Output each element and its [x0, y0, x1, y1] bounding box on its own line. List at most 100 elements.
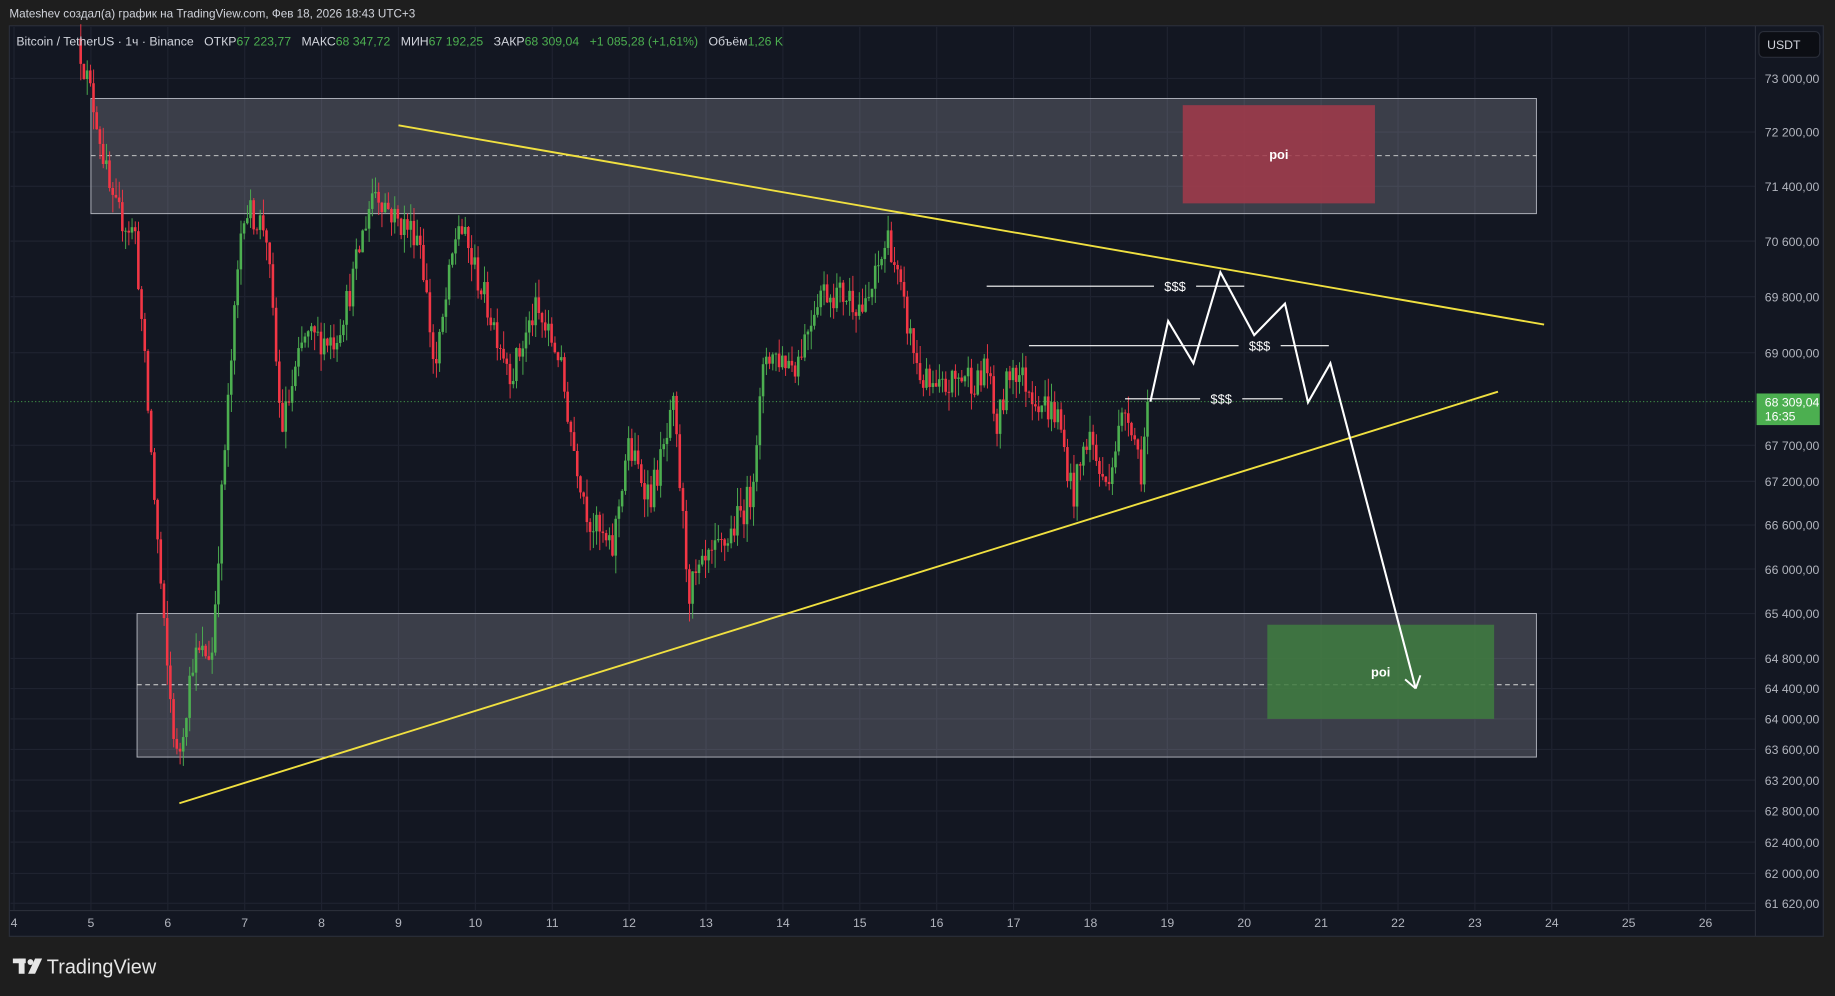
poi-box-sell: [1182, 105, 1375, 204]
drawings: $$$ $$$ $$$: [10, 124, 1756, 805]
candle-body: [838, 282, 842, 288]
candle-body: [229, 360, 233, 395]
candle-body: [662, 444, 666, 450]
candle-body: [178, 748, 182, 752]
price-tick-label: 62 000,00: [1765, 867, 1820, 881]
candle-body: [201, 645, 204, 651]
candle-body: [1130, 422, 1133, 436]
candle-body: [210, 652, 214, 660]
candle-body: [521, 348, 525, 357]
time-tick-label: 7: [241, 916, 248, 930]
candle-body: [835, 287, 839, 309]
candle-body: [777, 353, 781, 368]
candle-body: [700, 555, 704, 565]
candle-body: [149, 410, 153, 453]
candle-body: [236, 269, 239, 306]
candle-body: [486, 282, 489, 318]
candle-body: [505, 358, 509, 364]
candle-body: [604, 533, 608, 541]
candle-body: [406, 219, 409, 230]
candle-body: [508, 363, 512, 385]
candle-body: [1143, 436, 1146, 485]
time-tick-label: 11: [546, 916, 559, 930]
time-axis[interactable]: 4 5 6 7 8 9 10 11 12 13 14 15 16 17 18 19 20 21 22 23 24 25 26: [11, 916, 1713, 930]
candle-body: [1117, 425, 1120, 452]
candle-body: [986, 358, 989, 374]
price-tick-label: 64 400,00: [1765, 682, 1820, 696]
candle-body: [111, 187, 115, 195]
candle-body: [153, 452, 156, 500]
candle-body: [861, 304, 864, 312]
candle-body: [845, 300, 848, 302]
price-tick-label: 64 000,00: [1765, 713, 1820, 727]
candle-body: [451, 253, 454, 265]
candle-body: [819, 290, 823, 308]
price-tick-label: 66 600,00: [1765, 519, 1820, 533]
candle-body: [249, 200, 252, 219]
candle-body: [688, 569, 691, 604]
candle-body: [425, 280, 428, 293]
candle-body: [457, 226, 461, 240]
candle-body: [912, 328, 915, 354]
candle-body: [470, 248, 473, 265]
candle-body: [1075, 464, 1079, 507]
zones: poi poi: [90, 97, 1537, 758]
candle-body: [197, 647, 201, 651]
candle-body: [883, 247, 887, 260]
candle-body: [758, 396, 762, 446]
arrow-head: [1414, 675, 1422, 689]
candle-body: [902, 282, 906, 297]
candle-body: [1008, 371, 1012, 381]
candle-body: [771, 354, 774, 364]
candle-body: [393, 208, 396, 223]
price-tick-label: 66 000,00: [1765, 563, 1820, 577]
time-tick-label: 12: [622, 916, 636, 930]
candle-body: [386, 202, 390, 210]
candle-body: [553, 342, 557, 353]
candle-body: [704, 555, 707, 561]
candle-body: [284, 401, 288, 432]
candle-body: [1046, 396, 1050, 420]
candle-body: [627, 438, 630, 461]
time-tick-label: 14: [776, 916, 790, 930]
candle-body: [499, 348, 502, 349]
candle-body: [1078, 464, 1082, 466]
tradingview-logo[interactable]: TradingView: [12, 957, 157, 979]
candle-body: [89, 70, 92, 84]
candle-body: [1018, 375, 1021, 382]
symbol-name[interactable]: Bitcoin / TetherUS · 1ч · Binance: [16, 35, 193, 49]
candle-body: [813, 314, 816, 326]
time-tick-label: 22: [1391, 916, 1405, 930]
candle-body: [342, 324, 345, 336]
time-tick-label: 17: [1007, 916, 1021, 930]
candle-body: [108, 160, 111, 188]
candle-body: [1037, 406, 1040, 413]
candle-body: [1062, 429, 1066, 448]
candle-body: [527, 320, 531, 333]
candle-body: [169, 665, 172, 700]
candle-body: [732, 528, 736, 536]
trendline: [179, 390, 1499, 805]
candle-body: [982, 358, 986, 386]
candle-body: [636, 450, 640, 465]
candle-body: [797, 356, 800, 377]
currency-button[interactable]: USDT: [1758, 31, 1821, 58]
candle-body: [950, 370, 954, 393]
price-tick-label: 61 620,00: [1765, 897, 1820, 911]
candle-body: [524, 332, 528, 349]
volume-value: 1,26 K: [748, 35, 784, 49]
candle-body: [1024, 367, 1028, 392]
price-axis[interactable]: 73 000,00 72 200,00 71 400,00 70 600,00 69 8…: [1765, 72, 1820, 911]
time-tick-label: 13: [699, 916, 713, 930]
time-tick-label: 18: [1084, 916, 1098, 930]
candle-body: [691, 571, 694, 604]
chart-caption: Mateshev создал(а) график на TradingView…: [9, 8, 415, 21]
candle-body: [422, 244, 425, 281]
candle-body: [447, 264, 451, 300]
candle-body: [1072, 472, 1076, 507]
time-tick-label: 9: [395, 916, 402, 930]
candle-body: [575, 450, 579, 477]
candle-body: [380, 202, 384, 213]
candle-body: [127, 230, 131, 233]
